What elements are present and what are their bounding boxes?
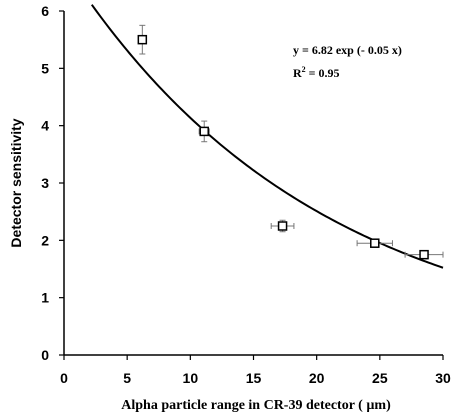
y-axis-ticks: 0 1 2 3 4 5 6 [41, 3, 64, 363]
x-axis-ticks: 0 5 10 15 20 25 30 [60, 355, 451, 386]
r-squared-superscript: 2 [302, 65, 306, 74]
x-tick-label: 30 [435, 370, 451, 386]
square-marker [277, 221, 288, 231]
r-squared-value: = 0.95 [306, 66, 340, 80]
fit-r-squared: R2 = 0.95 [293, 65, 340, 80]
data-point [137, 24, 148, 55]
y-tick-label: 5 [41, 60, 49, 76]
x-tick-label: 0 [60, 370, 68, 386]
y-axis-title: Detector sensitivity [8, 118, 24, 247]
fit-equation: y = 6.82 exp (- 0.05 x) [293, 43, 402, 57]
square-marker [419, 249, 429, 260]
square-marker [370, 238, 380, 248]
x-tick-label: 15 [246, 370, 262, 386]
y-tick-label: 3 [41, 175, 49, 191]
data-point [404, 249, 444, 260]
square-marker [137, 34, 148, 45]
y-tick-label: 4 [41, 118, 49, 134]
y-tick-label: 2 [41, 232, 49, 248]
r-squared-symbol: R [293, 66, 302, 80]
fit-curve [90, 4, 444, 269]
x-tick-label: 20 [309, 370, 325, 386]
x-tick-label: 25 [372, 370, 388, 386]
square-marker [199, 126, 209, 137]
y-tick-label: 1 [41, 290, 49, 306]
data-points [137, 24, 444, 260]
data-point [356, 238, 393, 248]
x-axis-title: Alpha particle range in CR-39 detector (… [121, 398, 391, 413]
data-point [270, 219, 295, 233]
x-tick-label: 10 [183, 370, 199, 386]
axes [63, 11, 443, 356]
x-tick-label: 5 [123, 370, 131, 386]
y-tick-label: 0 [41, 347, 49, 363]
y-tick-label: 6 [41, 3, 49, 19]
data-point [198, 120, 210, 143]
